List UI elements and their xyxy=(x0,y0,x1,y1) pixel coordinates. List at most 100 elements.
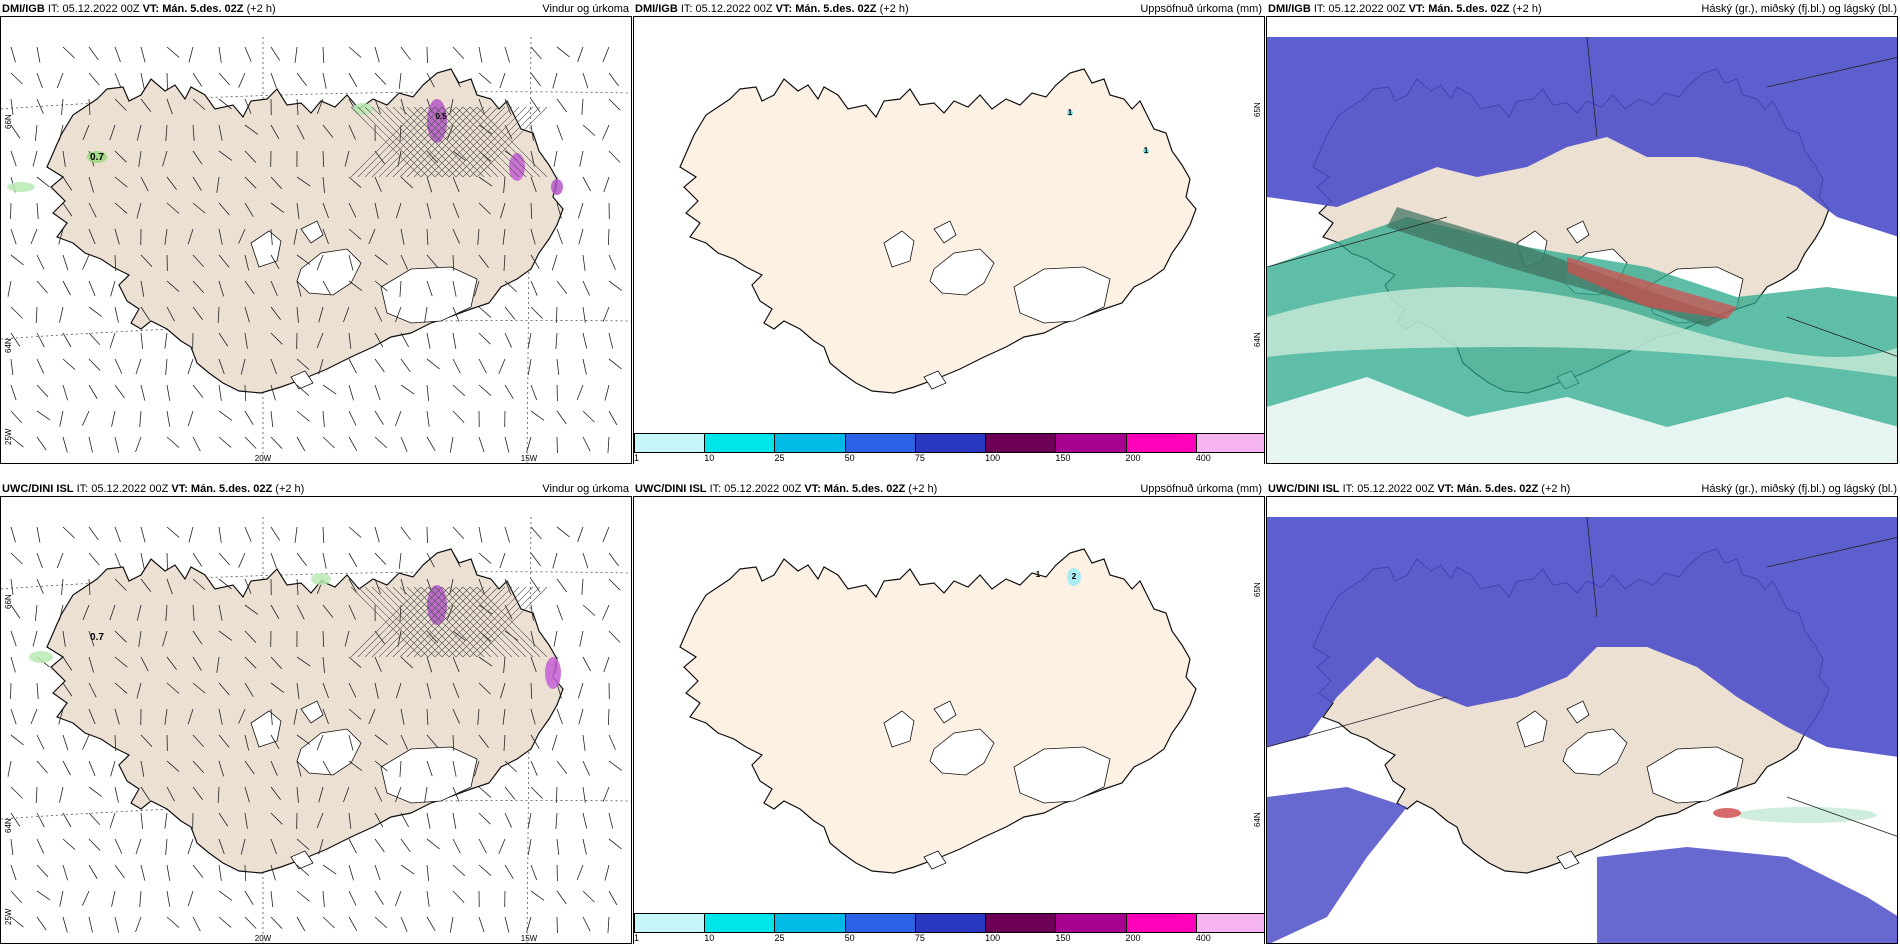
wind-barb xyxy=(192,916,201,932)
wind-barb xyxy=(400,358,411,373)
wind-barb xyxy=(36,384,49,397)
wind-barb xyxy=(7,760,12,777)
wind-barb xyxy=(296,838,310,850)
wind-barb xyxy=(348,410,357,426)
precip-patch xyxy=(29,651,53,663)
wind-barb xyxy=(368,228,376,244)
wind-barb xyxy=(166,864,171,881)
panel-title: Háský (gr.), miðský (fj.bl.) og lágský (… xyxy=(1701,483,1897,495)
wind-barb xyxy=(374,578,381,595)
wind-barb xyxy=(36,280,48,294)
wind-barb xyxy=(348,436,358,452)
colorbar-label: 400 xyxy=(1195,933,1211,943)
wind-barb xyxy=(61,578,64,595)
hatch-line xyxy=(469,586,541,658)
wind-barb xyxy=(140,72,145,89)
hatch-line xyxy=(420,106,492,178)
wind-barb xyxy=(218,890,233,901)
init-time: IT: 05.12.2022 00Z xyxy=(76,483,169,495)
wind-barb xyxy=(162,630,168,647)
wind-barb xyxy=(270,202,285,213)
wind-barb xyxy=(36,202,39,219)
hatch-line xyxy=(434,586,506,658)
wind-barb xyxy=(400,708,405,725)
wind-barb xyxy=(551,254,558,271)
wind-barb xyxy=(478,864,492,876)
valid-time: VT: Mán. 5.des. 02Z xyxy=(1437,483,1539,495)
wind-barb xyxy=(478,578,485,595)
wind-barb xyxy=(322,526,325,543)
wind-barb xyxy=(10,436,24,448)
wind-barb xyxy=(240,838,246,855)
low-cloud-area xyxy=(1267,287,1897,377)
lat-label: 66N xyxy=(4,594,13,609)
wind-barb xyxy=(374,656,382,672)
wind-barb xyxy=(140,526,146,543)
wind-barb xyxy=(556,760,568,774)
wind-barb xyxy=(577,526,584,543)
colorbar-swatch xyxy=(985,913,1057,933)
wind-barb xyxy=(400,812,410,828)
wind-barb xyxy=(426,708,429,725)
wind-barb xyxy=(166,384,171,401)
wind-barb xyxy=(10,578,14,595)
wind-barb xyxy=(270,124,280,140)
wind-barb xyxy=(504,786,516,800)
init-time: IT: 05.12.2022 00Z xyxy=(1342,483,1435,495)
wind-barb xyxy=(477,708,480,725)
wind-barb xyxy=(608,98,621,111)
region-line xyxy=(1766,537,1897,568)
wind-barb xyxy=(374,150,385,164)
glacier xyxy=(1516,710,1548,748)
colorbar: 1 10 25 50 75 100 150 200 400 xyxy=(634,433,1264,463)
wind-barb xyxy=(192,150,203,165)
wind-barb xyxy=(114,306,119,323)
wind-barb xyxy=(140,384,146,401)
wind-barb xyxy=(140,176,149,192)
wind-barb xyxy=(218,526,222,543)
wind-barb xyxy=(602,786,610,803)
wind-barb xyxy=(504,98,511,115)
lat-label: 65N xyxy=(1253,582,1262,597)
hatch-line xyxy=(462,106,534,178)
wind-barb xyxy=(218,864,222,881)
wind-barb xyxy=(166,526,180,538)
hatch-line xyxy=(427,106,499,178)
wind-barb xyxy=(88,656,94,673)
wind-barb xyxy=(114,864,125,879)
wind-barb xyxy=(530,708,536,725)
wind-barb xyxy=(478,526,483,543)
wind-barb xyxy=(581,578,584,595)
wind-barb xyxy=(36,46,41,63)
panel-header: UWC/DINI ISL IT: 05.12.2022 00Z VT: Mán.… xyxy=(633,480,1265,498)
wind-barb xyxy=(88,332,101,346)
init-time: IT: 05.12.2022 00Z xyxy=(680,3,773,15)
wind-barb xyxy=(348,708,362,720)
wind-barb xyxy=(395,682,402,699)
wind-barb xyxy=(446,124,454,141)
precip-annotation: 2 xyxy=(1072,572,1077,581)
wind-barb xyxy=(270,526,281,541)
wind-barb xyxy=(218,202,230,216)
hatch-line xyxy=(385,106,457,178)
wind-barb xyxy=(110,760,116,777)
wind-barb xyxy=(218,552,230,566)
wind-barb xyxy=(426,656,433,673)
wind-barb xyxy=(36,916,47,931)
wind-barb xyxy=(114,98,127,111)
wind-barb xyxy=(348,682,357,698)
wind-barb xyxy=(348,890,357,906)
wind-barb xyxy=(374,864,381,881)
colorbar-label: 50 xyxy=(844,453,855,463)
precip-annotation: 1 xyxy=(1068,108,1073,117)
wind-barb xyxy=(296,384,310,396)
wind-barb xyxy=(218,578,232,590)
wind-barb xyxy=(135,358,142,375)
wind-barb xyxy=(293,708,298,725)
wind-barb xyxy=(348,760,363,771)
wind-barb xyxy=(296,656,311,667)
wind-barb xyxy=(238,228,246,244)
wind-barb xyxy=(10,228,17,245)
wind-barb xyxy=(452,72,461,88)
lon-label: 25W xyxy=(4,908,13,925)
